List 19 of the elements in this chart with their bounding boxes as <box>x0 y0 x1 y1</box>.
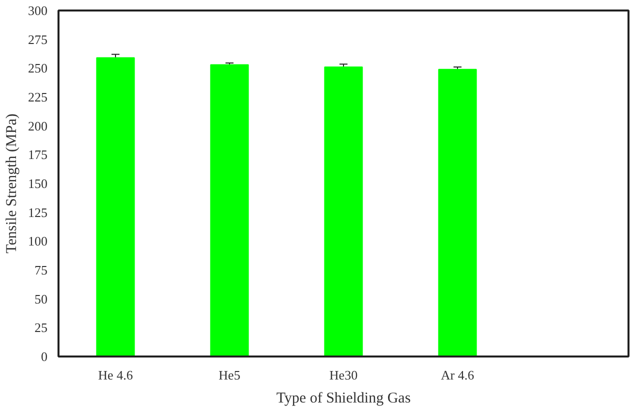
x-tick-label: Ar 4.6 <box>440 368 475 382</box>
y-tick-label: 125 <box>28 204 48 220</box>
x-tick-label: He5 <box>218 368 240 382</box>
x-tick-label: He30 <box>329 368 358 382</box>
x-tick-label: He 4.6 <box>98 368 134 382</box>
y-tick-label: 300 <box>28 3 48 18</box>
y-tick-label: 0 <box>41 349 48 364</box>
y-tick-label: 225 <box>28 90 48 104</box>
y-tick-label: 75 <box>34 262 48 278</box>
y-tick-label: 150 <box>28 176 48 191</box>
y-tick-label: 250 <box>28 60 48 76</box>
y-tick-label: 25 <box>34 320 48 336</box>
y-tick-label: 175 <box>28 147 48 162</box>
y-tick-label: 200 <box>28 118 48 134</box>
y-axis-title: Tensile Strength (MPa) <box>4 114 20 254</box>
y-tick-label: 50 <box>34 291 48 306</box>
y-tick-label: 275 <box>28 32 48 47</box>
y-tick-label: 100 <box>28 234 48 249</box>
x-axis-title: Type of Shielding Gas <box>276 390 411 406</box>
